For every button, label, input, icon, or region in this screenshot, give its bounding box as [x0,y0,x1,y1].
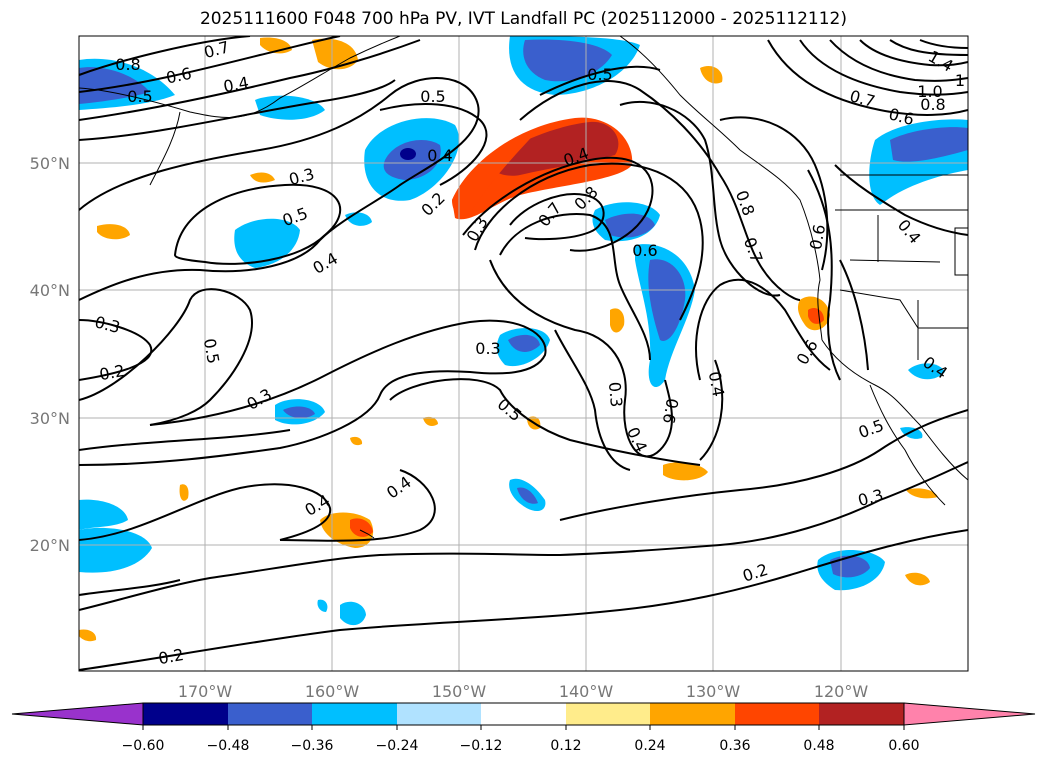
contour-label: 1 [955,71,965,90]
contour-label: 0.5 [420,87,445,106]
lon-tick-label: 130°W [686,682,741,701]
colorbar-tick-label: 0.60 [888,738,919,754]
colorbar-tick-label: 0.36 [719,738,750,754]
lon-tick-label: 170°W [178,682,233,701]
colorbar-segment [566,703,650,725]
coastlines [79,36,968,539]
lat-tick-label: 50°N [30,154,70,173]
contour-label: 1.0 [917,82,942,101]
contour-label: 0.5 [587,65,612,84]
lon-tick-label: 140°W [559,682,614,701]
colorbar-segment [143,703,228,725]
colorbar-segment [397,703,481,725]
lat-tick-label: 40°N [30,281,70,300]
colorbar-tick-label: −0.60 [122,738,165,754]
colorbar: −0.60 −0.48 −0.36 −0.24 −0.12 0.12 0.24 … [11,702,1036,754]
colorbar-segment [312,703,397,725]
colorbar-tick-label: −0.12 [460,738,503,754]
contour-label: 0.6 [806,223,829,251]
contour-label: 0.5 [127,87,152,106]
colorbar-tick-label: 0.24 [634,738,665,754]
contour-label: 0.4 [222,73,250,96]
colorbar-segment [481,703,566,725]
lat-tick-label: 30°N [30,409,70,428]
colorbar-tick-label: −0.24 [376,738,419,754]
contour-label: 0.2 [157,645,185,668]
lat-tick-label: 20°N [30,536,70,555]
colorbar-segment [735,703,819,725]
gridlines [79,36,968,671]
colorbar-tick-label: 0.12 [550,738,581,754]
colorbar-segment [228,703,312,725]
colorbar-tick-label: −0.48 [207,738,250,754]
lon-tick-label: 150°W [432,682,487,701]
contour-label: 0.8 [115,55,140,74]
contour-label: 0.4 [705,370,728,398]
contour-label: 0.4 [427,146,452,165]
contour-label: 0.5 [200,337,223,365]
longitude-labels: 170°W 160°W 150°W 140°W 130°W 120°W [178,682,869,701]
latitude-labels: 50°N 40°N 30°N 20°N [30,154,70,555]
pv-contours [79,36,968,671]
colorbar-tick-label: −0.36 [291,738,334,754]
map-frame [78,35,969,672]
contour-label: 0.6 [659,397,682,425]
contour-label: 0.3 [605,381,626,408]
contour-label: 0.8 [920,95,945,114]
contour-label: 0.3 [475,339,500,358]
colorbar-extend-min [11,702,144,726]
map-title: 2025111600 F048 700 hPa PV, IVT Landfall… [199,9,847,29]
colorbar-segment [819,703,904,725]
colorbar-tick-label: 0.48 [803,738,834,754]
contour-label: 0.2 [98,361,126,384]
colorbar-extend-max [903,702,1036,726]
pv-shading [79,36,968,642]
lon-tick-label: 120°W [814,682,869,701]
colorbar-segment [650,703,735,725]
contour-label: 0.6 [164,64,193,88]
contour-label: 0.6 [632,241,657,260]
lon-tick-label: 160°W [305,682,360,701]
